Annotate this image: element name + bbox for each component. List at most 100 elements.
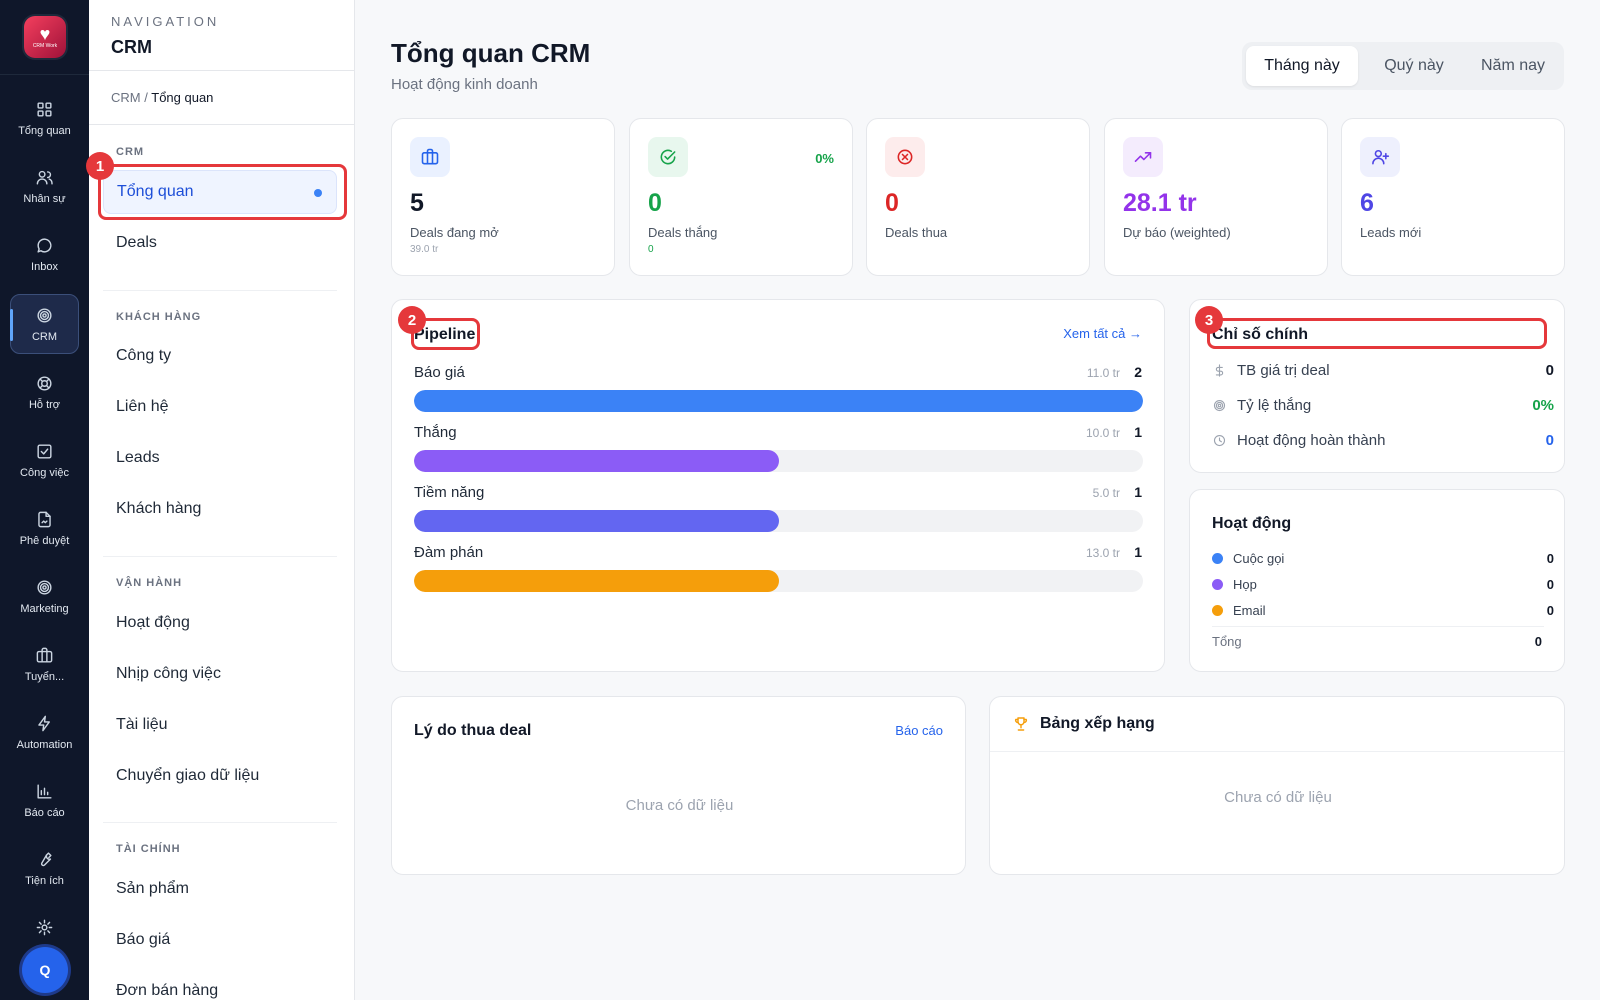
nav-item-deals[interactable]: Deals [103, 221, 337, 265]
pipeline-stage-fill [414, 510, 779, 532]
rail-item-label: Báo cáo [24, 806, 65, 819]
rail-item-label: Nhân sự [23, 192, 66, 205]
breadcrumb-root[interactable]: CRM [111, 90, 141, 105]
nav-divider [103, 556, 337, 557]
pipeline-stage-bar [414, 450, 1143, 472]
stat-card-forecast[interactable]: 28.1 tr Dự báo (weighted) [1104, 118, 1328, 276]
pipeline-stage-amount: 10.0 tr [1085, 426, 1120, 440]
leaderboard-title: Bảng xếp hạng [1040, 715, 1155, 732]
highlight-box-3 [1207, 318, 1547, 349]
metric-label: Hoạt động hoàn thành [1237, 431, 1386, 449]
breadcrumb-separator: / [144, 90, 148, 105]
briefcase-icon [421, 148, 439, 165]
heart-icon: ♥ [39, 24, 51, 44]
metric-value: 0% [1532, 396, 1554, 414]
activity-label: Email [1233, 602, 1266, 618]
key-metrics-card: Chỉ số chính TB giá trị deal 0 Tỷ lệ thắ… [1189, 299, 1565, 473]
rail-item-tong-quan[interactable]: Tổng quan [10, 88, 79, 148]
nav-item-chuyen-giao-du-lieu[interactable]: Chuyển giao dữ liệu [103, 754, 337, 798]
nav-item-don-ban-hang[interactable]: Đơn bán hàng [103, 969, 337, 1000]
nav-item-label: Đơn bán hàng [116, 982, 219, 999]
stat-card-lost-deals[interactable]: 0 Deals thua [866, 118, 1090, 276]
nav-item-hoat-dong[interactable]: Hoạt động [103, 601, 337, 645]
file-sign-icon [38, 511, 51, 527]
page-title: Tổng quan CRM [391, 38, 591, 68]
pipeline-stage-name: Tiềm năng [414, 484, 485, 501]
app-logo[interactable]: ♥ CRM Work [24, 16, 66, 58]
nav-panel: NAVIGATION CRM CRM / Tổng quan CRM Tổng … [89, 0, 355, 1000]
nav-item-nhip-cong-viec[interactable]: Nhịp công việc [103, 652, 337, 696]
nav-item-lien-he[interactable]: Liên hệ [103, 385, 337, 429]
rail-item-inbox[interactable]: Inbox [10, 224, 79, 284]
period-this-month[interactable]: Tháng này [1246, 46, 1358, 86]
gear-icon [36, 919, 53, 936]
key-metrics-title: Chỉ số chính [1212, 326, 1308, 343]
rail-item-label: Inbox [31, 260, 58, 273]
rail-item-crm[interactable]: CRM [10, 294, 79, 354]
grid-icon [37, 101, 52, 117]
rail-item-cong-viec[interactable]: Công việc [10, 430, 79, 490]
nav-item-tai-lieu[interactable]: Tài liệu [103, 703, 337, 747]
rail-item-automation[interactable]: Automation [10, 702, 79, 762]
activity-value: 0 [1546, 576, 1554, 592]
nav-item-label: Leads [116, 449, 160, 466]
activity-total-value: 0 [1534, 634, 1542, 649]
activity-card: Hoạt động Cuộc gọi 0 Họp 0 Email 0 Tổng … [1189, 489, 1565, 672]
rail-item-nhan-su[interactable]: Nhân sự [10, 156, 79, 216]
pipeline-stage-amount: 13.0 tr [1085, 546, 1120, 560]
period-this-quarter[interactable]: Quý này [1384, 57, 1444, 74]
stat-label: Deals thua [885, 225, 948, 240]
rail-divider [0, 74, 89, 75]
period-this-year[interactable]: Năm nay [1480, 57, 1546, 74]
nav-item-label: Khách hàng [116, 500, 202, 517]
rail-item-bao-cao[interactable]: Báo cáo [10, 770, 79, 830]
metric-label: TB giá trị deal [1237, 361, 1330, 379]
activity-divider [1212, 626, 1544, 627]
user-avatar[interactable]: Q [22, 947, 68, 993]
rail-item-label: Tổng quan [18, 124, 71, 137]
nav-item-label: Chuyển giao dữ liệu [116, 767, 260, 784]
pipeline-stage-amount: 5.0 tr [1092, 486, 1120, 500]
stat-card-open-deals[interactable]: 5 Deals đang mở 39.0 tr [391, 118, 615, 276]
metric-value: 0 [1545, 431, 1554, 449]
stat-value: 5 [410, 189, 424, 217]
nav-item-cong-ty[interactable]: Công ty [103, 334, 337, 378]
nav-item-label: Tài liệu [116, 716, 168, 733]
pipeline-stage-name: Thắng [414, 424, 457, 441]
check-circle-icon [660, 149, 676, 165]
nav-item-tong-quan[interactable]: Tổng quan [103, 170, 337, 214]
app-rail: ♥ CRM Work Tổng quan Nhân sự Inbox CRM H… [0, 0, 89, 1000]
loss-reasons-card: Lý do thua deal Báo cáo Chưa có dữ liệu [391, 696, 966, 875]
rail-item-tuyen-dung[interactable]: Tuyển... [10, 634, 79, 694]
stat-label: Leads mới [1360, 225, 1422, 240]
pipeline-card: Pipeline Xem tất cả → Báo giá 11.0 tr 2 … [391, 299, 1165, 672]
nav-item-khach-hang[interactable]: Khách hàng [103, 487, 337, 531]
nav-item-label: Nhịp công việc [116, 665, 221, 682]
rail-item-marketing[interactable]: Marketing [10, 566, 79, 626]
rail-item-label: Marketing [20, 602, 69, 615]
leaderboard-divider [990, 751, 1564, 752]
stat-card-won-deals[interactable]: 0% 0 Deals thắng 0 [629, 118, 853, 276]
rail-item-tien-ich[interactable]: Tiện ích [10, 838, 79, 898]
nav-item-leads[interactable]: Leads [103, 436, 337, 480]
activity-value: 0 [1546, 550, 1554, 566]
stat-icon-box [1360, 137, 1400, 177]
stat-icon-box [885, 137, 925, 177]
breadcrumb: CRM / Tổng quan [111, 90, 213, 105]
report-link[interactable]: Báo cáo [895, 723, 943, 738]
highlight-box-2 [411, 318, 480, 350]
logo-text: CRM Work [32, 43, 58, 49]
rail-item-phe-duyet[interactable]: Phê duyệt [10, 498, 79, 558]
view-all-link[interactable]: Xem tất cả → [1063, 326, 1142, 341]
nav-item-bao-gia[interactable]: Báo giá [103, 918, 337, 962]
target-icon [1213, 399, 1226, 411]
stat-card-new-leads[interactable]: 6 Leads mới [1341, 118, 1565, 276]
clock-icon [1213, 434, 1226, 446]
nav-item-san-pham[interactable]: Sản phẩm [103, 867, 337, 911]
rail-item-settings[interactable] [10, 906, 79, 952]
stat-value: 28.1 tr [1123, 189, 1197, 217]
rail-item-ho-tro[interactable]: Hỗ trợ [10, 362, 79, 422]
rail-item-label: Automation [16, 738, 73, 751]
bar-chart-icon [37, 783, 52, 799]
win-rate-percent: 0% [815, 151, 834, 166]
